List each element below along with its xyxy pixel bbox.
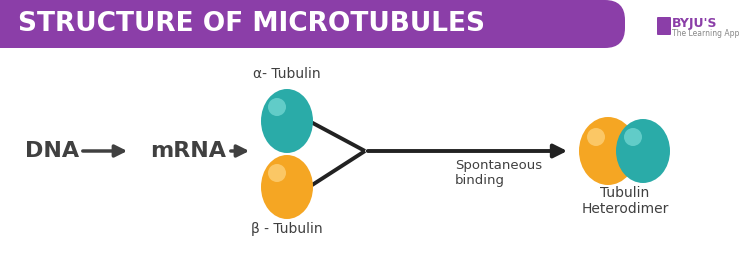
Ellipse shape bbox=[587, 128, 605, 146]
Ellipse shape bbox=[616, 119, 670, 183]
Text: mRNA: mRNA bbox=[150, 141, 226, 161]
Text: BYJU'S: BYJU'S bbox=[672, 17, 718, 30]
FancyBboxPatch shape bbox=[0, 0, 625, 48]
Text: α- Tubulin: α- Tubulin bbox=[254, 67, 321, 81]
Ellipse shape bbox=[268, 164, 286, 182]
Text: Tubulin
Heterodimer: Tubulin Heterodimer bbox=[581, 186, 669, 216]
Ellipse shape bbox=[268, 98, 286, 116]
Bar bbox=[0, 0, 605, 48]
Text: STRUCTURE OF MICROTUBULES: STRUCTURE OF MICROTUBULES bbox=[18, 11, 485, 37]
Ellipse shape bbox=[624, 128, 642, 146]
FancyBboxPatch shape bbox=[657, 17, 671, 35]
Text: Spontaneous
binding: Spontaneous binding bbox=[455, 159, 542, 187]
Text: DNA: DNA bbox=[25, 141, 79, 161]
Ellipse shape bbox=[579, 117, 637, 185]
Ellipse shape bbox=[261, 89, 313, 153]
Text: β - Tubulin: β - Tubulin bbox=[251, 222, 322, 236]
Ellipse shape bbox=[261, 155, 313, 219]
Text: The Learning App: The Learning App bbox=[672, 29, 740, 37]
